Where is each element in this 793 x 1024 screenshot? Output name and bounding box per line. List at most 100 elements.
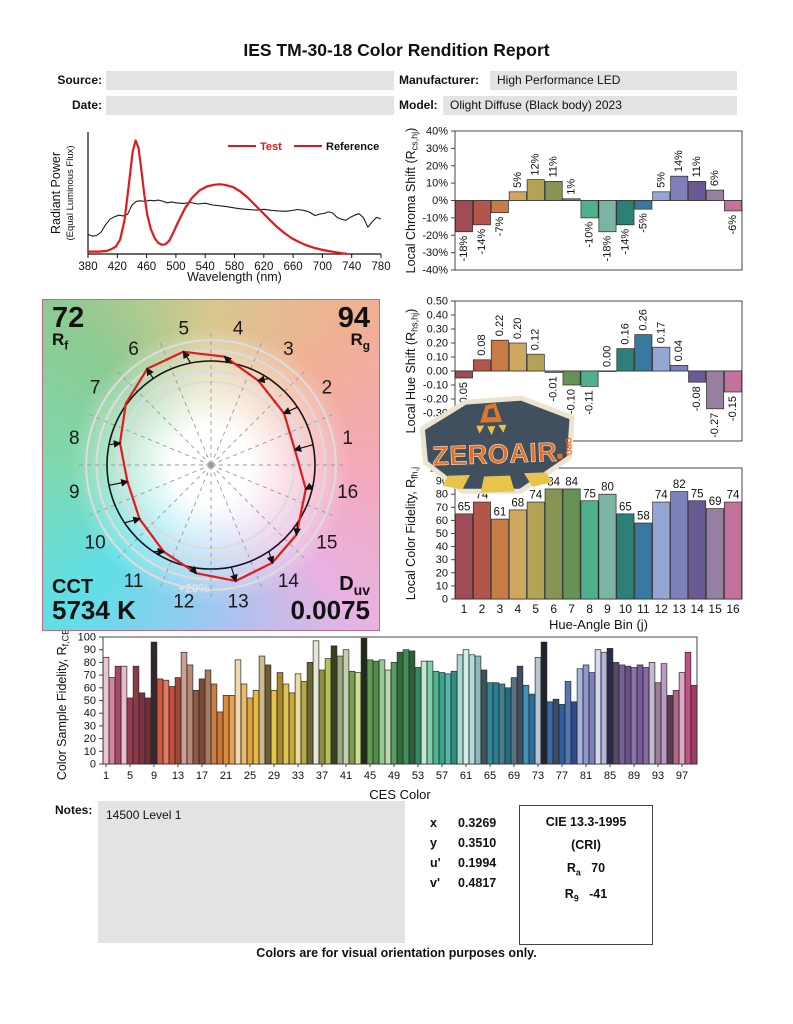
svg-text:73: 73 [532,770,544,782]
svg-text:84: 84 [565,476,578,488]
svg-text:-0.20: -0.20 [423,394,448,406]
u-prime-label: u' [430,856,441,870]
svg-text:0.50: 0.50 [427,296,448,308]
svg-text:100: 100 [78,632,96,644]
svg-text:37: 37 [316,770,328,782]
svg-text:0.12: 0.12 [530,329,542,350]
svg-text:61: 61 [460,770,472,782]
y-coord-label: y [430,836,437,850]
svg-text:11%: 11% [691,156,703,177]
date-field [106,96,394,115]
bin-number-8: 8 [69,428,80,449]
notes-field: 14500 Level 1 [98,801,405,943]
manufacturer-field: High Performance LED [490,71,737,90]
legend-test: Test [260,141,282,153]
svg-text:30: 30 [436,554,448,566]
svg-text:40%: 40% [426,126,448,138]
svg-text:Local Color Fidelity, Rfh,j: Local Color Fidelity, Rfh,j [404,467,420,600]
svg-text:-18%: -18% [601,236,613,262]
svg-text:15: 15 [708,602,722,616]
bin-number-9: 9 [69,482,80,503]
svg-text:74: 74 [655,490,668,502]
page-title: IES TM-30-18 Color Rendition Report [243,40,550,60]
svg-text:0.30: 0.30 [427,324,448,336]
svg-text:-30%: -30% [422,247,448,259]
svg-text:6: 6 [550,602,557,616]
svg-text:50: 50 [84,695,96,707]
cie-cri-box: CIE 13.3-1995 (CRI) Ra 70 R9 -41 [519,805,653,945]
svg-text:-0.10: -0.10 [566,389,578,414]
svg-text:0%: 0% [432,195,448,207]
svg-text:-40%: -40% [422,265,448,277]
svg-text:700: 700 [313,261,332,273]
svg-text:97: 97 [676,770,688,782]
svg-text:12: 12 [655,602,669,616]
local-chroma-shift-chart: 40% 30% 20% 10% 0% -10% -20% -30% -40% -18% -14% -7… [402,121,793,279]
svg-text:-0.15: -0.15 [727,396,739,421]
svg-text:0.40: 0.40 [427,310,448,322]
spectral-power-distribution-chart: 380 420 460 500 540 580 620 660 700 740 780 Wavelen… [40,123,396,287]
notes-label: Notes: [55,803,93,817]
svg-text:Color Sample Fidelity, Rf,CESi: Color Sample Fidelity, Rf,CESi [55,626,71,780]
bin-number-13: 13 [228,592,249,613]
svg-text:82: 82 [673,479,686,491]
source-field [106,71,394,90]
svg-text:80: 80 [601,482,614,494]
svg-text:0: 0 [90,759,96,771]
bin-number-7: 7 [90,378,101,399]
x-coord-value: 0.3269 [458,816,497,830]
bin-number-6: 6 [128,339,139,360]
svg-text:-20%: -20% [422,230,448,242]
svg-text:65: 65 [484,770,496,782]
svg-text:0.08: 0.08 [476,334,488,355]
svg-text:69: 69 [709,496,722,508]
svg-text:CES Color: CES Color [369,787,431,802]
svg-text:0.26: 0.26 [637,309,649,330]
duv-readout: Duv 0.0075 [290,573,370,625]
svg-text:2: 2 [479,602,486,616]
svg-text:10: 10 [84,746,96,758]
svg-text:84: 84 [547,476,560,488]
svg-text:-0.10: -0.10 [423,380,448,392]
svg-text:61: 61 [493,507,506,519]
manufacturer-label: Manufacturer: [399,73,480,87]
bin-number-15: 15 [316,532,337,553]
svg-text:0: 0 [442,594,448,606]
svg-text:Wavelength (nm): Wavelength (nm) [187,270,282,284]
svg-text:33: 33 [292,770,304,782]
svg-text:11: 11 [637,602,650,616]
svg-text:30%: 30% [426,143,448,155]
svg-text:16: 16 [726,602,740,616]
svg-text:740: 740 [342,261,361,273]
spd-test-curve [88,139,348,255]
svg-text:13: 13 [673,602,687,616]
footer-disclaimer: Colors are for visual orientation purpos… [256,946,537,960]
legend-reference: Reference [326,141,379,153]
svg-text:29: 29 [268,770,280,782]
svg-text:-5%: -5% [637,213,649,233]
svg-text:14: 14 [690,602,704,616]
chroma-chart-svg: 40% 30% 20% 10% 0% -10% -20% -30% -40% -18% -14% -7… [404,126,743,277]
svg-text:20: 20 [436,567,448,579]
svg-text:780: 780 [371,261,390,273]
date-label: Date: [71,98,102,112]
svg-text:-10%: -10% [422,212,448,224]
svg-text:5%: 5% [512,172,524,188]
svg-text:-0.11: -0.11 [584,390,596,414]
svg-text:45: 45 [364,770,376,782]
svg-text:69: 69 [508,770,520,782]
svg-text:Local Chroma Shift (Rcs,hj): Local Chroma Shift (Rcs,hj) [404,128,420,274]
svg-text:5%: 5% [655,172,667,188]
svg-text:-10%: -10% [584,222,596,248]
svg-text:(Equal Luminous Flux): (Equal Luminous Flux) [65,145,76,240]
svg-text:420: 420 [108,261,127,273]
svg-text:-0.27: -0.27 [709,413,721,438]
watermark-org-text: ORG [564,437,574,456]
svg-text:500: 500 [166,261,185,273]
svg-text:60: 60 [84,682,96,694]
cct-readout: CCT 5734 K [52,576,136,625]
bin-number-1: 1 [342,428,353,449]
svg-text:6%: 6% [709,170,721,186]
